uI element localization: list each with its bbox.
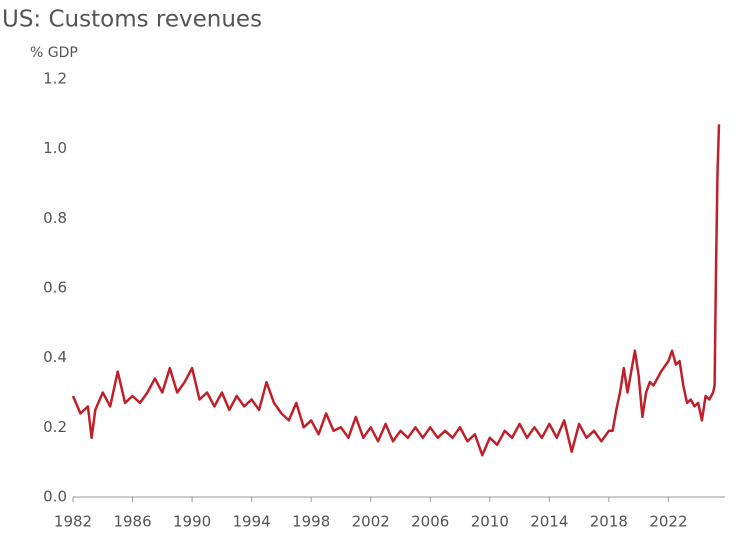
y-tick-label: 0.2 bbox=[43, 418, 67, 436]
x-tick-label: 2006 bbox=[411, 513, 449, 531]
y-tick-label: 0.6 bbox=[43, 279, 67, 297]
y-tick-label: 0.0 bbox=[43, 488, 67, 506]
x-tick-label: 1998 bbox=[292, 513, 330, 531]
x-tick-label: 1990 bbox=[173, 513, 211, 531]
x-tick-label: 2022 bbox=[649, 513, 687, 531]
x-tick-label: 1994 bbox=[233, 513, 271, 531]
y-tick-label: 0.4 bbox=[43, 348, 67, 366]
y-tick-label: 1.2 bbox=[43, 70, 67, 88]
x-tick-label: 2002 bbox=[352, 513, 390, 531]
x-tick-label: 1986 bbox=[113, 513, 151, 531]
y-axis-label: % GDP bbox=[30, 45, 78, 61]
x-tick-label: 2014 bbox=[530, 513, 568, 531]
x-tick-label: 1982 bbox=[54, 513, 92, 531]
x-tick-label: 2010 bbox=[471, 513, 509, 531]
y-tick-label: 1.0 bbox=[43, 139, 67, 157]
y-tick-label: 0.8 bbox=[43, 209, 67, 227]
chart-title: US: Customs revenues bbox=[2, 7, 262, 33]
line bbox=[71, 124, 721, 457]
x-tick-label: 2018 bbox=[590, 513, 628, 531]
